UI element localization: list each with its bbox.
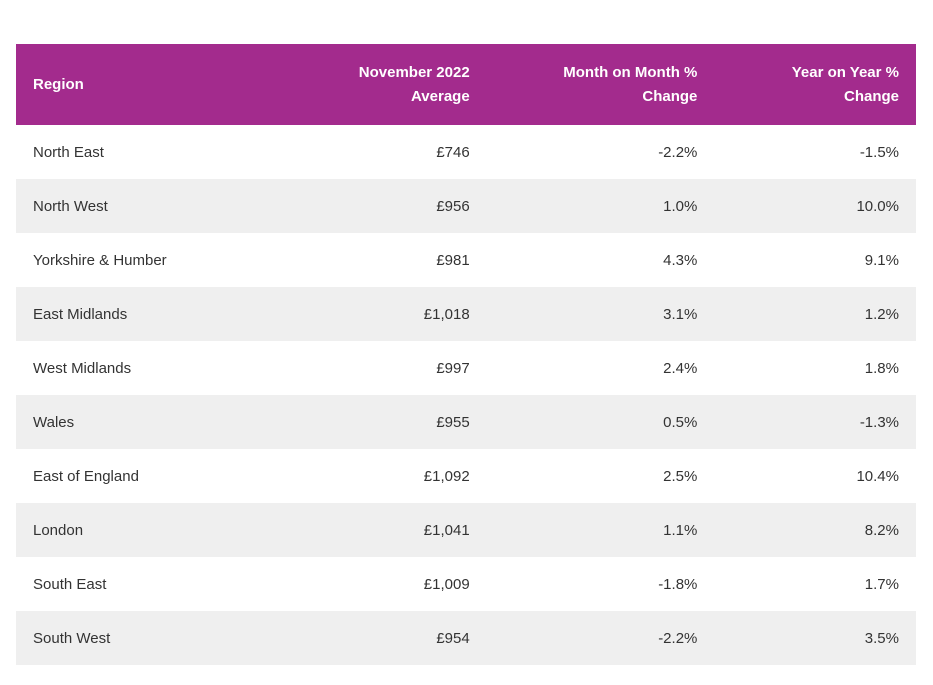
yoy-change-cell: -1.5% (859, 143, 899, 161)
yoy-change-cell: 1.2% (864, 305, 899, 323)
yoy-change-cell: 10.0% (856, 197, 899, 215)
mom-change-cell: 4.3% (663, 251, 698, 269)
region-cell: North East (33, 143, 104, 161)
header-november-2022-average: November 2022 Average (331, 44, 487, 125)
table-row: South West £954 -2.2% 3.5% (16, 611, 916, 665)
mom-change-cell: -2.2% (658, 143, 698, 161)
header-region: Region (16, 44, 331, 125)
average-cell: £746 (436, 143, 470, 161)
region-cell: London (33, 521, 84, 539)
mom-change-cell: -1.8% (658, 575, 698, 593)
yoy-change-cell: -1.3% (859, 413, 899, 431)
average-cell: £954 (436, 629, 470, 647)
table-row: East of England £1,092 2.5% 10.4% (16, 449, 916, 503)
table-row: Yorkshire & Humber £981 4.3% 9.1% (16, 233, 916, 287)
average-cell: £1,018 (423, 305, 470, 323)
header-month-on-month-change: Month on Month % Change (486, 44, 715, 125)
average-cell: £1,092 (423, 467, 470, 485)
average-cell: £1,009 (423, 575, 470, 593)
regional-rent-table: Region November 2022 Average Month on Mo… (16, 44, 916, 665)
mom-change-cell: 0.5% (663, 413, 698, 431)
average-cell: £997 (436, 359, 470, 377)
mom-change-cell: 1.0% (663, 197, 698, 215)
table-header: Region November 2022 Average Month on Mo… (16, 44, 916, 125)
mom-change-cell: 3.1% (663, 305, 698, 323)
region-cell: East Midlands (33, 305, 128, 323)
table-row: North West £956 1.0% 10.0% (16, 179, 916, 233)
yoy-change-cell: 8.2% (864, 521, 899, 539)
header-year-on-year-change: Year on Year % Change (714, 44, 916, 125)
region-cell: Wales (33, 413, 75, 431)
table-row: Wales £955 0.5% -1.3% (16, 395, 916, 449)
table-row: North East £746 -2.2% -1.5% (16, 125, 916, 179)
mom-change-cell: 2.4% (663, 359, 698, 377)
table-row: South East £1,009 -1.8% 1.7% (16, 557, 916, 611)
yoy-change-cell: 3.5% (864, 629, 899, 647)
region-cell: East of England (33, 467, 139, 485)
region-cell: Yorkshire & Humber (33, 251, 167, 269)
region-cell: West Midlands (33, 359, 132, 377)
average-cell: £1,041 (423, 521, 470, 539)
mom-change-cell: -2.2% (658, 629, 698, 647)
mom-change-cell: 2.5% (663, 467, 698, 485)
average-cell: £981 (436, 251, 470, 269)
average-cell: £956 (436, 197, 470, 215)
table-row: West Midlands £997 2.4% 1.8% (16, 341, 916, 395)
yoy-change-cell: 9.1% (864, 251, 899, 269)
yoy-change-cell: 1.8% (864, 359, 899, 377)
header-row: Region November 2022 Average Month on Mo… (16, 44, 916, 125)
page: Region November 2022 Average Month on Mo… (16, 44, 916, 665)
table-row: London £1,041 1.1% 8.2% (16, 503, 916, 557)
region-cell: South East (33, 575, 107, 593)
yoy-change-cell: 1.7% (864, 575, 899, 593)
average-cell: £955 (436, 413, 470, 431)
table-row: East Midlands £1,018 3.1% 1.2% (16, 287, 916, 341)
table-body: North East £746 -2.2% -1.5% North West £… (16, 125, 916, 665)
region-cell: South West (33, 629, 111, 647)
region-cell: North West (33, 197, 108, 215)
yoy-change-cell: 10.4% (856, 467, 899, 485)
mom-change-cell: 1.1% (663, 521, 698, 539)
